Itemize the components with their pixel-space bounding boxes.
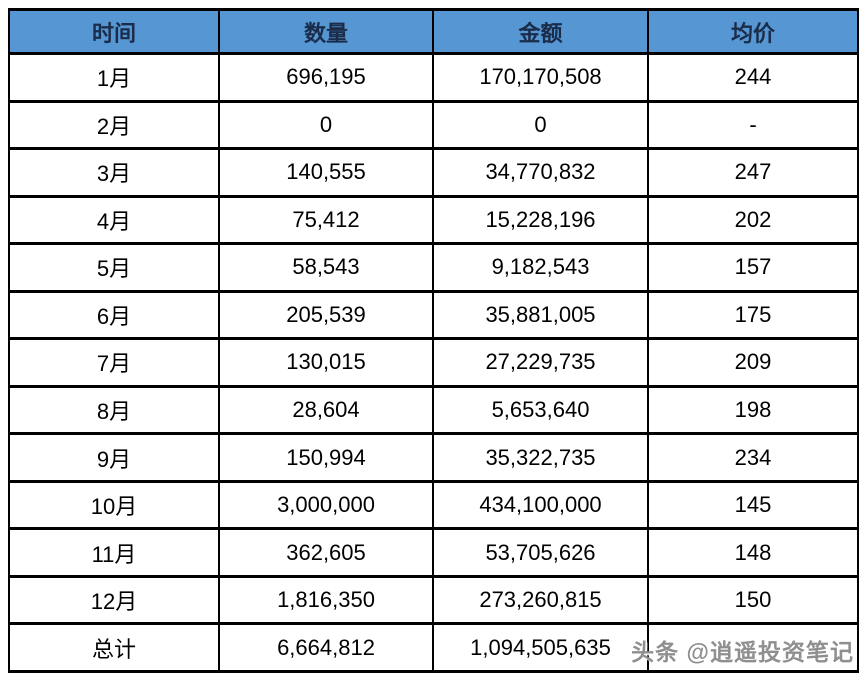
- cell-quantity: 140,555: [218, 147, 434, 198]
- cell-time: 10月: [8, 479, 220, 531]
- cell-avg-price: 150: [647, 574, 859, 626]
- cell-quantity: 150,994: [218, 432, 434, 483]
- cell-amount: 34,770,832: [432, 147, 649, 198]
- cell-time: 12月: [8, 574, 220, 626]
- cell-time: 1月: [8, 52, 220, 103]
- cell-avg-price: 198: [647, 384, 859, 436]
- cell-amount: 0: [432, 99, 649, 151]
- cell-time: 6月: [8, 289, 220, 341]
- cell-quantity: 362,605: [218, 527, 434, 578]
- cell-avg-price: 157: [647, 242, 859, 293]
- table-row: 5月 58,543 9,182,543 157: [8, 242, 859, 293]
- cell-avg-price: 145: [647, 479, 859, 531]
- cell-quantity: 6,664,812: [218, 622, 434, 673]
- cell-amount: 35,881,005: [432, 289, 649, 341]
- table-row: 6月 205,539 35,881,005 175: [8, 289, 859, 341]
- cell-amount: 5,653,640: [432, 384, 649, 436]
- col-header-amount: 金额: [432, 8, 649, 55]
- table-body: 1月 696,195 170,170,508 244 2月 0 0 - 3月 1…: [8, 52, 859, 673]
- col-header-avg-price: 均价: [647, 8, 859, 55]
- cell-time: 5月: [8, 242, 220, 293]
- cell-quantity: 0: [218, 99, 434, 151]
- cell-quantity: 58,543: [218, 242, 434, 293]
- cell-avg-price: 234: [647, 432, 859, 483]
- cell-avg-price: 209: [647, 337, 859, 388]
- cell-avg-price: 148: [647, 527, 859, 578]
- cell-quantity: 1,816,350: [218, 574, 434, 626]
- cell-avg-price: 202: [647, 194, 859, 246]
- header-row: 时间 数量 金额 均价: [8, 8, 859, 55]
- cell-amount: 9,182,543: [432, 242, 649, 293]
- cell-amount: 27,229,735: [432, 337, 649, 388]
- cell-quantity: 205,539: [218, 289, 434, 341]
- cell-avg-price: [647, 622, 859, 673]
- table-row: 10月 3,000,000 434,100,000 145: [8, 479, 859, 531]
- cell-quantity: 696,195: [218, 52, 434, 103]
- cell-time: 7月: [8, 337, 220, 388]
- table-row: 8月 28,604 5,653,640 198: [8, 384, 859, 436]
- table-row: 3月 140,555 34,770,832 247: [8, 147, 859, 198]
- table-row: 2月 0 0 -: [8, 99, 859, 151]
- table-row: 9月 150,994 35,322,735 234: [8, 432, 859, 483]
- table-row: 7月 130,015 27,229,735 209: [8, 337, 859, 388]
- cell-avg-price: 244: [647, 52, 859, 103]
- cell-quantity: 3,000,000: [218, 479, 434, 531]
- cell-amount: 35,322,735: [432, 432, 649, 483]
- cell-amount: 1,094,505,635: [432, 622, 649, 673]
- total-row: 总计 6,664,812 1,094,505,635: [8, 622, 859, 673]
- cell-avg-price: 247: [647, 147, 859, 198]
- table-row: 1月 696,195 170,170,508 244: [8, 52, 859, 103]
- table-row: 11月 362,605 53,705,626 148: [8, 527, 859, 578]
- table-row: 4月 75,412 15,228,196 202: [8, 194, 859, 246]
- cell-quantity: 28,604: [218, 384, 434, 436]
- cell-time: 4月: [8, 194, 220, 246]
- cell-amount: 170,170,508: [432, 52, 649, 103]
- monthly-data-table: 时间 数量 金额 均价 1月 696,195 170,170,508 244 2…: [8, 8, 859, 673]
- col-header-time: 时间: [8, 8, 220, 55]
- cell-time: 11月: [8, 527, 220, 578]
- cell-amount: 15,228,196: [432, 194, 649, 246]
- cell-time: 8月: [8, 384, 220, 436]
- cell-time: 3月: [8, 147, 220, 198]
- cell-time: 2月: [8, 99, 220, 151]
- col-header-quantity: 数量: [218, 8, 434, 55]
- cell-amount: 434,100,000: [432, 479, 649, 531]
- cell-quantity: 130,015: [218, 337, 434, 388]
- cell-amount: 273,260,815: [432, 574, 649, 626]
- cell-amount: 53,705,626: [432, 527, 649, 578]
- cell-time: 总计: [8, 622, 220, 673]
- cell-time: 9月: [8, 432, 220, 483]
- cell-quantity: 75,412: [218, 194, 434, 246]
- cell-avg-price: 175: [647, 289, 859, 341]
- table-row: 12月 1,816,350 273,260,815 150: [8, 574, 859, 626]
- cell-avg-price: -: [647, 99, 859, 151]
